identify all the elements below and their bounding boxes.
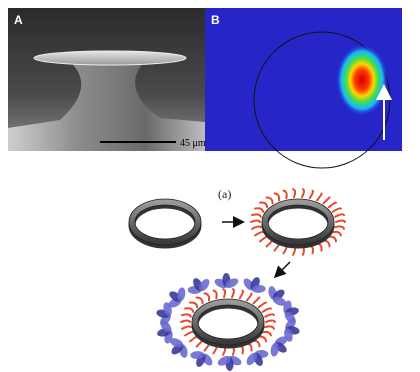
linker: [182, 326, 191, 328]
linker: [259, 337, 266, 342]
linker: [265, 314, 274, 316]
panel-a: A 45 μm: [8, 8, 206, 151]
linker: [190, 337, 197, 342]
arrow: [276, 262, 290, 276]
linker: [333, 232, 341, 236]
linker: [323, 241, 329, 247]
scheme-label: (a): [218, 187, 231, 201]
linker: [336, 221, 345, 223]
linker: [302, 189, 304, 197]
linker: [213, 291, 216, 299]
linker: [205, 293, 210, 300]
linker: [197, 297, 203, 303]
linker: [182, 314, 191, 316]
microdisk: [34, 51, 186, 65]
panel-b: B: [205, 8, 402, 168]
panel-label: A: [14, 13, 23, 27]
linker: [253, 297, 259, 303]
linker: [260, 203, 267, 208]
linker: [335, 226, 344, 228]
scale-label: 45 μm: [180, 138, 206, 149]
linker: [310, 191, 313, 199]
linker: [197, 341, 203, 347]
linker: [255, 208, 263, 212]
linker: [329, 237, 336, 242]
linker: [260, 237, 267, 242]
linker: [265, 326, 274, 328]
linker: [263, 332, 271, 336]
panel-label: B: [211, 13, 220, 27]
linker: [293, 189, 295, 197]
linker: [275, 193, 280, 200]
linker: [267, 241, 273, 247]
linker: [253, 341, 259, 347]
mode-spot: [336, 44, 388, 116]
linker: [190, 303, 197, 308]
scheme: (a): [129, 187, 345, 371]
linker: [335, 214, 344, 216]
linker: [232, 289, 234, 297]
linker: [223, 289, 225, 297]
linker: [181, 321, 190, 323]
linker: [252, 214, 261, 216]
linker: [185, 332, 193, 336]
ring-edge: [135, 205, 195, 239]
linker: [263, 308, 271, 312]
linker: [267, 197, 273, 203]
linker: [252, 226, 261, 228]
linker: [333, 208, 341, 212]
ring-edge: [198, 305, 258, 339]
figure: A 45 μm B (a): [0, 0, 420, 372]
ring-edge: [268, 205, 328, 239]
linker: [259, 303, 266, 308]
linker: [247, 293, 252, 300]
linker: [185, 308, 193, 312]
linker: [283, 191, 286, 199]
linker: [266, 321, 275, 323]
linker: [251, 221, 260, 223]
linker: [240, 291, 243, 299]
linker: [323, 197, 329, 203]
linker: [329, 203, 336, 208]
linker: [255, 232, 263, 236]
linker: [317, 193, 322, 200]
